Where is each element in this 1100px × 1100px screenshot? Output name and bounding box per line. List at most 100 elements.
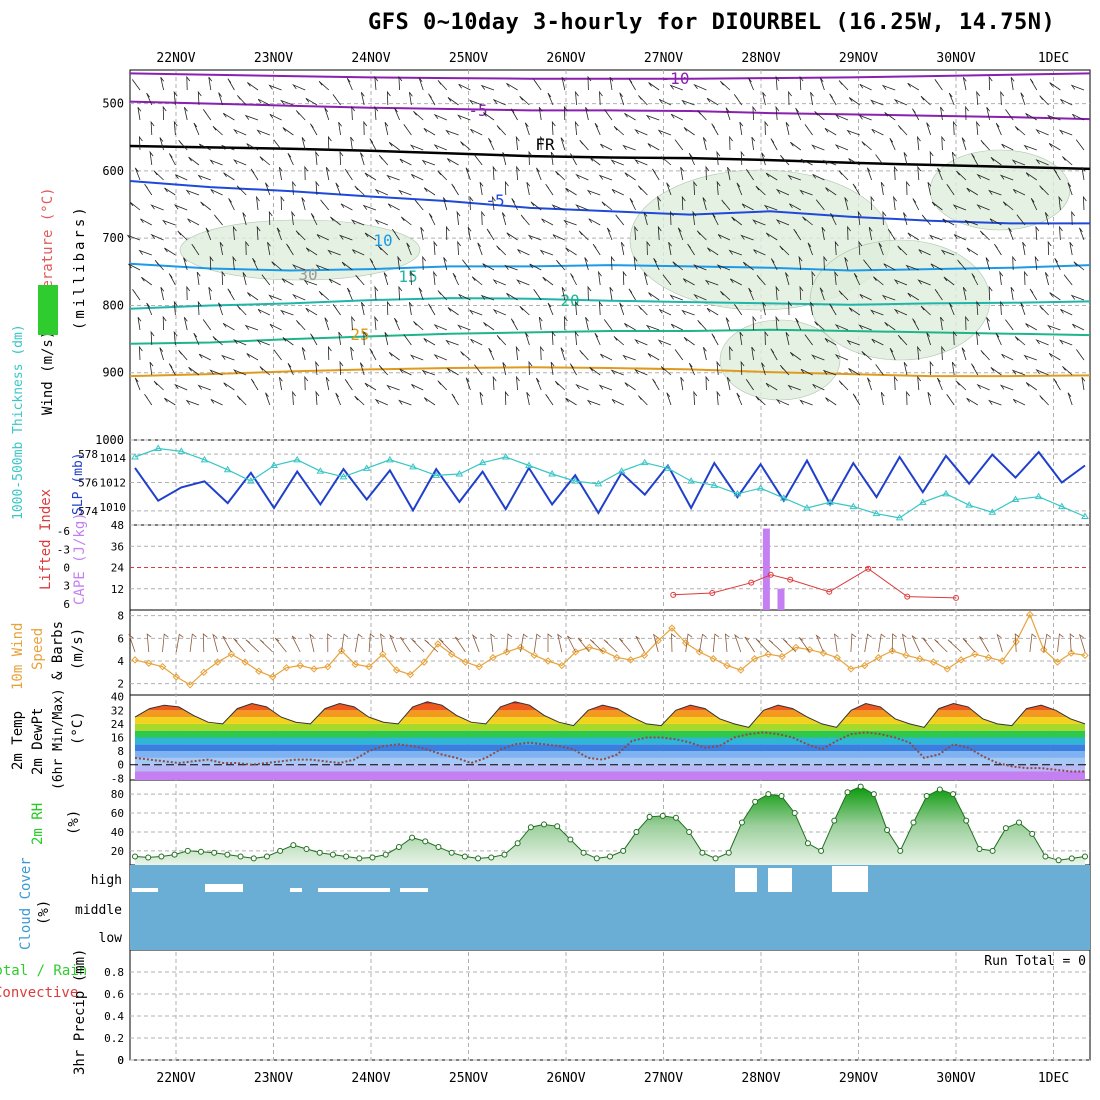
rh-point (184, 847, 191, 854)
wind-barb-10m (162, 633, 169, 653)
wind-barb (740, 234, 754, 241)
wind-barb (976, 300, 981, 316)
wind-barb (173, 330, 178, 346)
wind-barb (693, 390, 698, 406)
wind-barb (1005, 319, 1014, 331)
rh-point (778, 793, 785, 800)
wind-barb (611, 399, 624, 406)
wind-barb (328, 278, 341, 286)
wind-barb-10m (685, 633, 693, 653)
rh-point (197, 848, 204, 855)
wind-barb (550, 361, 555, 376)
wind-barb-10m (471, 634, 480, 653)
rh-point (738, 819, 745, 826)
wind-barb (976, 120, 980, 136)
wind-barb (515, 135, 520, 151)
wind-barb (574, 120, 579, 136)
wind-barb (332, 304, 341, 316)
wind-barb (634, 159, 648, 166)
wind-tick: 2 (117, 678, 124, 691)
wind-barb (310, 213, 318, 226)
wind-barb (388, 351, 400, 361)
wind-barb (1044, 272, 1049, 286)
thickness-marker (1081, 512, 1089, 519)
wind-barb (966, 247, 979, 256)
rh-point (818, 847, 825, 854)
wind-barb (770, 258, 778, 271)
wind-barb (755, 395, 766, 406)
wind-barb (540, 135, 544, 151)
cape-tick: 12 (111, 583, 124, 596)
wind-speed-marker (406, 670, 415, 679)
wind-barb (962, 77, 967, 91)
wind-barb (378, 245, 389, 256)
rh-point (659, 812, 666, 819)
wind-barb (301, 347, 306, 361)
wind-barb (634, 368, 648, 376)
wind-barb (823, 255, 828, 271)
lifted-index-point (953, 594, 959, 601)
wind-barb (160, 77, 165, 91)
wind-barb (775, 219, 790, 226)
wind-barb (159, 137, 164, 151)
rh-point (475, 855, 482, 862)
wind-barb (785, 332, 790, 346)
isotherm-line (129, 297, 1091, 310)
wind-barb (555, 170, 566, 181)
wind-barb (1062, 366, 1073, 376)
rh-point (633, 828, 640, 835)
wind-barb (677, 227, 684, 241)
wind-barb (779, 365, 790, 376)
wind-speed-marker (530, 651, 538, 660)
wind-barb (647, 143, 660, 151)
wind-barb (1012, 398, 1026, 406)
wind-barb (526, 392, 531, 406)
wind-barb (268, 210, 273, 226)
date-label-top: 24NOV (351, 51, 390, 66)
wind-barb (492, 375, 497, 391)
thickness-tick: 576 (78, 477, 98, 490)
wind-barb (822, 369, 837, 376)
wind-barb (304, 375, 309, 391)
pressure-tick: 600 (102, 164, 124, 178)
wind-barb (1044, 212, 1049, 226)
wind-barb (332, 94, 341, 106)
wind-barb (880, 391, 885, 406)
wind-barb (594, 122, 601, 136)
chart-title: GFS 0~10day 3-hourly for DIOURBEL (16.25… (368, 10, 1056, 35)
wind-barb (504, 180, 509, 196)
rh-point (541, 821, 548, 828)
wind-barb (261, 274, 271, 286)
wind-barb (1070, 84, 1085, 91)
wind-barb (250, 378, 259, 391)
wind-barb (1067, 392, 1073, 406)
wind-barb (765, 232, 778, 241)
wind-barb (134, 377, 141, 391)
wind-barb (940, 316, 944, 331)
wind-barb (451, 183, 459, 196)
rh-point (290, 842, 297, 849)
wind-barb (469, 195, 474, 211)
wind-speed-marker (626, 656, 635, 664)
wind-barb (645, 324, 660, 331)
wind-barb (276, 227, 282, 241)
wind-barb (1005, 109, 1014, 121)
wind-barb (227, 78, 235, 91)
wind-barb (551, 204, 565, 211)
wind-barb (433, 353, 447, 361)
slp-tick: 1012 (100, 477, 127, 490)
wind-barb (775, 105, 780, 121)
wind-barb (929, 360, 934, 376)
wind-barb-10m (671, 633, 676, 653)
wind-barb (681, 195, 686, 211)
thickness-marker (640, 458, 649, 466)
thickness-marker (617, 467, 626, 474)
wind-barb (980, 140, 990, 151)
cloud-cover-high (205, 884, 243, 892)
wind-barb (374, 285, 379, 301)
wind-barb-10m (618, 637, 632, 653)
wind-barb (956, 380, 967, 391)
wind-barb (346, 287, 353, 301)
wind-barb (209, 369, 223, 376)
wind-barb (173, 300, 178, 316)
